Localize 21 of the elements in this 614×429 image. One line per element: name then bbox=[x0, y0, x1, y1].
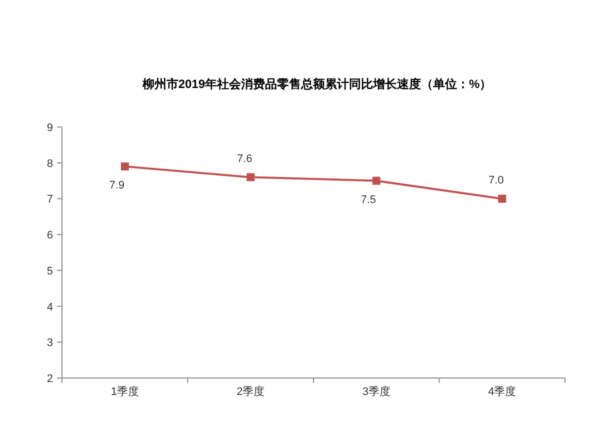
y-tick-label: 9 bbox=[46, 122, 53, 134]
y-tick-label: 8 bbox=[46, 158, 53, 170]
x-tick-label: 3季度 bbox=[362, 385, 390, 398]
data-label: 7.6 bbox=[236, 153, 252, 166]
y-tick-label: 3 bbox=[46, 337, 53, 350]
point bbox=[498, 194, 506, 203]
data-label: 7.5 bbox=[360, 194, 376, 206]
data-label: 7.0 bbox=[488, 174, 504, 187]
y-tick-label: 4 bbox=[46, 301, 53, 314]
point bbox=[120, 162, 129, 170]
chart-title: 柳州市2019年社会消费品零售总额累计同比增长速度（单位：%） bbox=[141, 77, 492, 91]
point bbox=[246, 173, 255, 182]
x-tick-label: 4季度 bbox=[488, 385, 516, 398]
x-tick-label: 1季度 bbox=[110, 385, 139, 398]
point bbox=[372, 176, 380, 185]
data-label: 7.9 bbox=[109, 179, 125, 192]
x-tick-label: 2季度 bbox=[236, 385, 265, 398]
y-tick-label: 5 bbox=[46, 265, 53, 278]
y-tick-label: 2 bbox=[46, 373, 53, 385]
y-tick-label: 7 bbox=[46, 194, 53, 206]
y-tick-label: 6 bbox=[46, 230, 53, 242]
